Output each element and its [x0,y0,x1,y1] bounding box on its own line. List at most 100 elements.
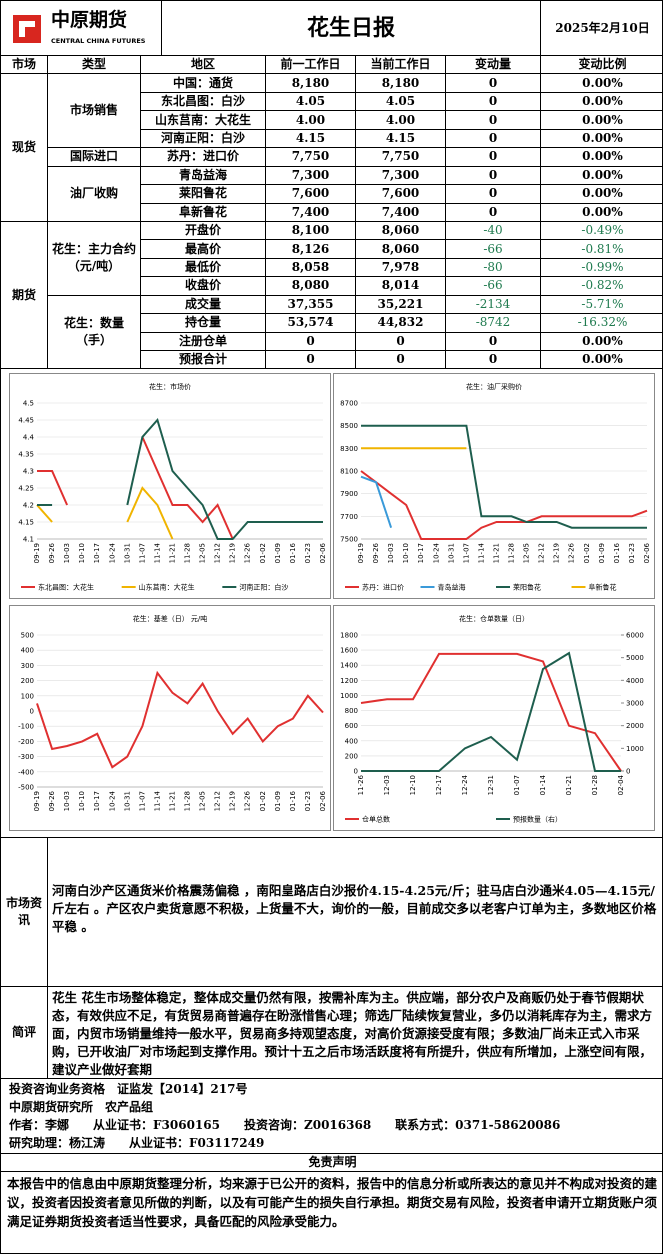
x-tick-label: 12-31 [487,775,495,795]
column-header: 变动量 [446,56,541,75]
x-tick-label: 01-09 [274,543,282,563]
table-cell: 0.00% [541,130,662,149]
x-tick-label: 02-06 [319,542,327,563]
table-cell: 0.00% [541,93,662,112]
x-tick-label: 11-28 [184,543,192,563]
table-cell: 7,300 [356,166,446,186]
type-cell: 市场销售 [48,74,141,149]
y-tick-label: 1600 [340,647,358,655]
table-cell: -0.49% [541,222,662,241]
x-tick-label: 01-02 [259,791,267,811]
x-tick-label: 12-05 [199,791,207,811]
legend-label: 山东莒南：大花生 [139,583,195,592]
table-cell: 0 [356,351,446,370]
y-tick-label: 4.15 [18,519,34,527]
table-cell: 0 [446,203,541,222]
y-tick-label: 1200 [340,677,358,685]
table-cell: 8,100 [266,221,356,241]
table-cell: 0 [446,74,541,93]
table-cell: 0 [266,332,356,352]
table-cell: 0.00% [541,148,662,167]
x-tick-label: 01-21 [565,775,573,795]
chart: 花生：基差（日） 元/吨 -500 -400 -300 -200 -100 0 100 200 3… [9,605,331,831]
table-cell: -80 [446,258,541,278]
y-tick-label: 400 [345,737,358,745]
legend-label: 莱阳鲁花 [513,583,541,592]
series-line [360,470,648,540]
chart: 花生：市场价 4.1 4.15 4.2 4.25 4.3 4.35 4.4 4.45 4.5 09-… [9,373,331,599]
table-cell: 0 [446,92,541,112]
y-tick-label: 500 [21,632,34,640]
series-line [36,670,324,769]
y2-tick-label: 5000 [626,654,644,662]
x-tick-label: 10-10 [402,543,410,563]
table-cell: 阜新鲁花 [141,203,266,222]
series-line [361,651,621,772]
table-cell: 山东莒南：大花生 [141,111,266,130]
chart: 花生：油厂采购价 7500 7700 7900 8100 8300 8500 8700 09-1… [333,373,655,599]
x-tick-label: 09-26 [372,542,380,563]
series-line [360,475,393,529]
table-cell: -0.81% [541,240,662,259]
y-tick-label: -100 [18,723,34,731]
legend-label: 东北昌图：大花生 [38,583,94,592]
table-cell: 中国：通货 [141,74,266,93]
y-tick-label: 4.5 [23,400,34,408]
table-cell: 注册仓单 [141,332,266,352]
table-cell: 0 [446,129,541,149]
table-cell: 0 [446,148,541,167]
table-cell: 最低价 [141,258,266,278]
chart: 花生：仓单数量（日） 0 200 400 600 800 1000 1200 1400 1600 1… [333,605,655,831]
x-tick-label: 02-04 [617,774,625,795]
title: 花生日报 [161,1,541,56]
table-cell: 37,355 [266,295,356,315]
x-tick-label: 11-07 [138,791,146,811]
type-cell: 国际进口 [48,148,141,167]
market-cell: 现货 [1,74,48,222]
y2-tick-label: 2000 [626,722,644,730]
table-cell: 青岛益海 [141,166,266,186]
y-tick-label: 8700 [340,400,358,408]
legend-label: 阜新鲁花 [589,583,617,592]
table-cell: -66 [446,240,541,259]
x-tick-label: 10-03 [387,543,395,563]
x-tick-label: 01-23 [304,543,312,563]
x-tick-label: 12-03 [383,775,391,795]
y-tick-label: 7700 [340,513,358,521]
table-cell: 53,574 [266,314,356,333]
x-tick-label: 10-03 [63,791,71,811]
table-cell: -16.32% [541,314,662,333]
table-cell: 最高价 [141,240,266,259]
x-tick-label: 10-24 [432,542,440,563]
x-tick-label: 12-17 [435,775,443,795]
y-tick-label: -500 [18,784,34,792]
y2-tick-label: 0 [626,768,630,776]
x-tick-label: 12-05 [523,543,531,563]
table-cell: 44,832 [356,314,446,333]
table-cell: 莱阳鲁花 [141,185,266,204]
y-tick-label: 4.25 [18,485,34,493]
review-text: 花生 花生市场整体稳定，整体成交量仍然有限，按需补库为主。供应端，部分农户及商贩… [48,987,662,1079]
series-line [36,486,174,540]
table-cell: 开盘价 [141,221,266,241]
x-tick-label: 01-28 [591,775,599,795]
x-tick-label: 10-24 [108,542,116,563]
y-tick-label: 1000 [340,692,358,700]
chart-title: 花生：油厂采购价 [466,382,522,391]
table-cell: 8,014 [356,277,446,296]
x-tick-label: 02-06 [319,790,327,811]
date: 2025年2月10日 [541,1,662,56]
x-tick-label: 12-26 [568,542,576,563]
y-tick-label: 1800 [340,632,358,640]
table-cell: 35,221 [356,295,446,315]
series-line [361,424,647,529]
y-tick-label: -200 [18,738,34,746]
legend-label: 苏丹：进口价 [362,583,404,592]
table-cell: 0.00% [541,351,662,370]
table-cell: 7,300 [266,166,356,186]
table-cell: 0 [446,185,541,204]
x-tick-label: 01-16 [613,542,621,563]
chart-frame [333,605,655,831]
table-cell: 0.00% [541,204,662,222]
